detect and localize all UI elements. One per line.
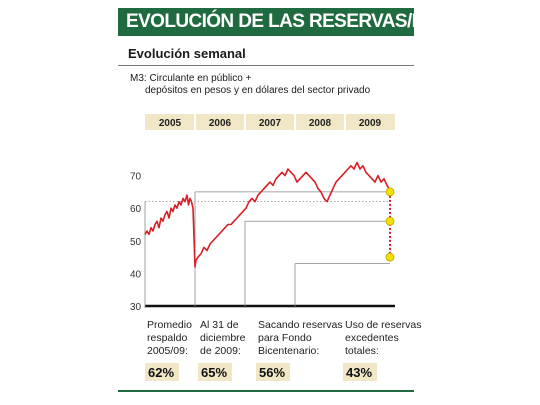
m3-definition-line-2: depósitos en pesos y en dólares del sect… [145,85,371,96]
annotation-label: Al 31 de [200,319,239,331]
annotation-value: 56% [259,365,285,380]
annotation-value-box [198,363,232,381]
y-tick-label: 50 [130,237,142,248]
annotation-value: 65% [201,365,227,380]
m3-definition-line-1: M3: Circulante en público + [130,73,252,84]
annotation-label: excedentes [345,332,399,344]
annotation-value-box [256,363,290,381]
annotation-label: para Fondo [258,332,312,344]
y-tick-label: 60 [130,204,142,215]
level-marker [385,252,395,262]
year-label: 2006 [209,118,232,129]
bottom-rule [118,390,414,392]
annotation-label: totales: [345,345,379,357]
year-label: 2007 [259,118,282,129]
level-marker [385,187,395,197]
y-tick-label: 70 [130,172,142,183]
level-marker [385,216,395,226]
annotation-label: Uso de reservas [345,319,421,331]
annotation-value: 43% [346,365,372,380]
chart-subtitle: Evolución semanal [128,46,246,61]
year-band [145,114,395,130]
year-label: 2005 [159,118,182,129]
annotation-label: Promedio [147,319,192,331]
annotation-label: Sacando reservas [258,319,343,331]
annotation-label: diciembre [200,332,246,344]
annotation-label: de 2009: [200,345,241,357]
chart-title: EVOLUCIÓN DE LAS RESERVAS/M3 [126,11,437,32]
y-tick-label: 30 [130,302,142,313]
annotation-label: 2005/09: [147,345,188,357]
annotation-label: respaldo [147,332,187,344]
subtitle-rule [118,65,414,66]
annotation-value-box [343,363,377,381]
year-label: 2009 [359,118,382,129]
reserves-line [144,161,391,268]
annotation-label: Bicentenario: [258,345,319,357]
year-label: 2008 [309,118,332,129]
annotation-value: 62% [148,365,174,380]
title-bar: EVOLUCIÓN DE LAS RESERVAS/M3 [118,8,437,36]
y-tick-label: 40 [130,269,142,280]
annotation-value-box [145,363,179,381]
